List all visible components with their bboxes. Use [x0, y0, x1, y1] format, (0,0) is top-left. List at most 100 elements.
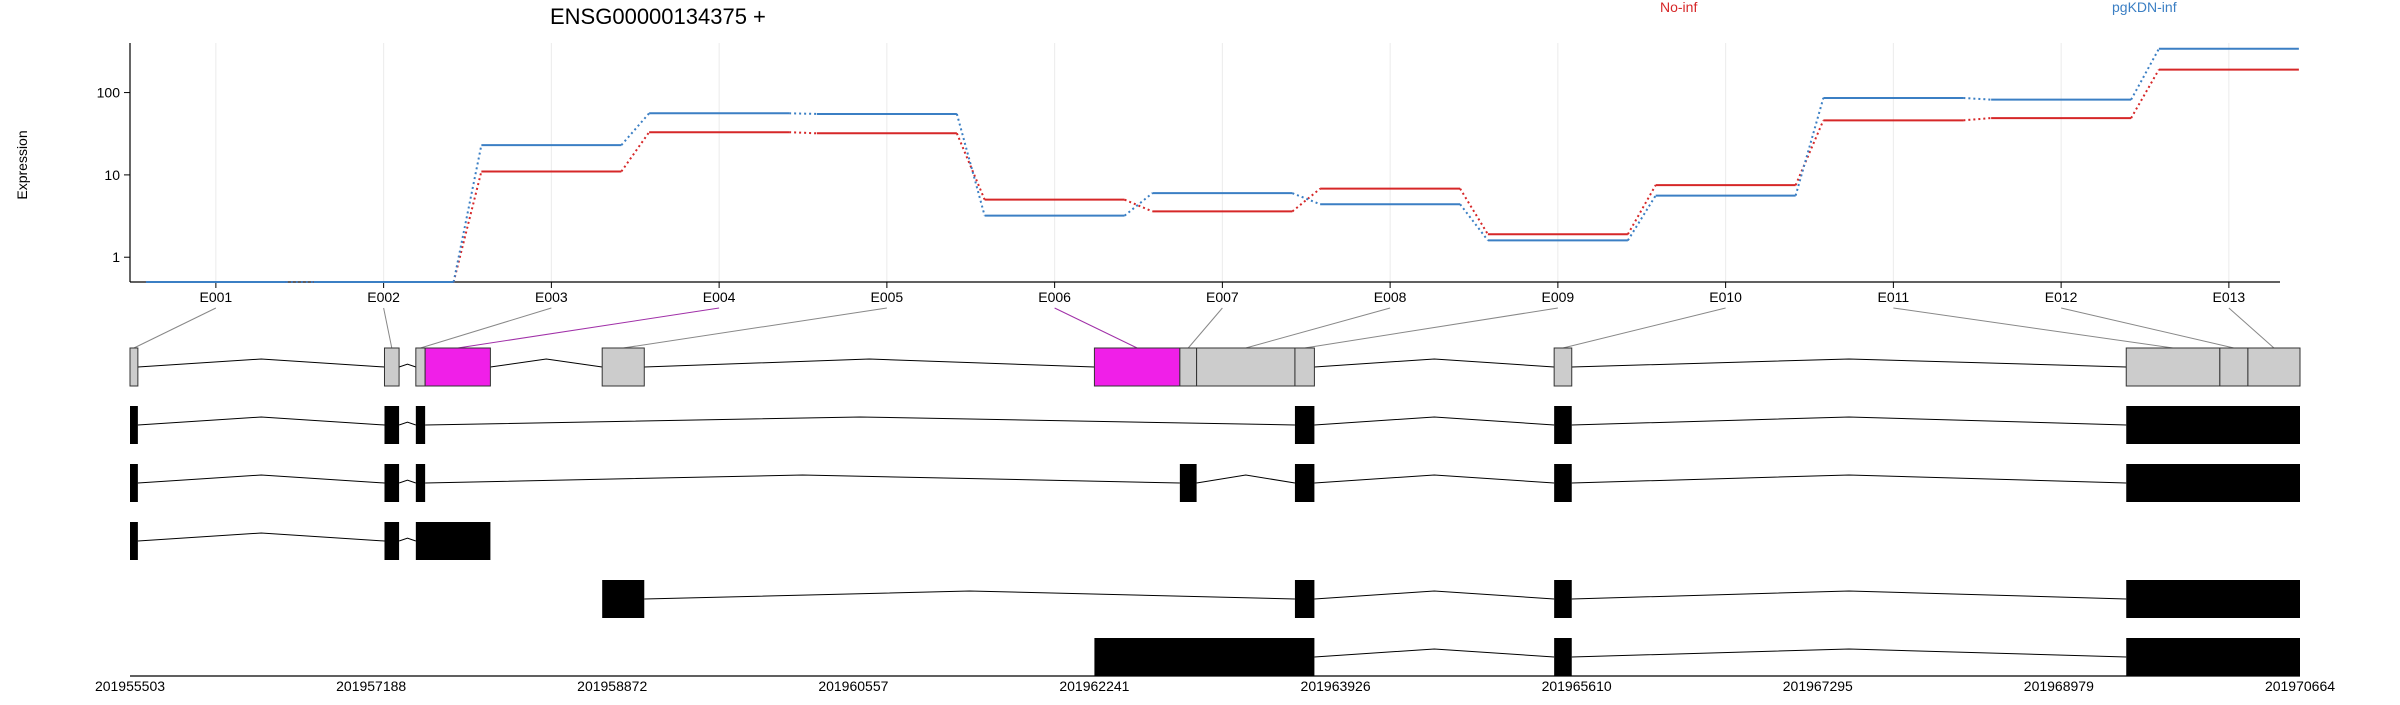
exon-box-e010	[1553, 347, 1573, 387]
genomic-tick-label-9: 201968979	[2024, 678, 2094, 694]
intron-1	[137, 358, 385, 368]
connector-e002	[383, 307, 393, 349]
intron-5	[644, 358, 1095, 368]
genomic-tick-label-5: 201962241	[1059, 678, 1129, 694]
series-no-inf-transition-5	[955, 132, 986, 201]
legend-label-no-inf: No-inf	[1660, 0, 1697, 15]
series-pgkdn-inf-transition-7	[1292, 192, 1321, 206]
y-tick-label-1: 1	[112, 249, 120, 265]
exon-box-e008	[1196, 347, 1296, 387]
series-pgkdn-inf-transition-9	[1627, 195, 1657, 241]
transcript-4-exon-3	[1554, 580, 1572, 618]
exon-box-e001	[129, 347, 139, 387]
series-pgkdn-inf-transition-11	[1963, 96, 1992, 101]
transcript-2-exon-4	[1179, 464, 1197, 502]
transcript-2-exon-7	[2126, 464, 2300, 502]
series-pgkdn-inf-transition-6	[1123, 192, 1154, 217]
transcript-1-intron-5	[1571, 416, 2127, 426]
series-no-inf-transition-8	[1459, 188, 1489, 235]
transcript-1-intron-2	[398, 421, 416, 426]
intron-10	[1571, 358, 2127, 368]
transcript-3-exon-1	[130, 522, 138, 560]
transcript-2-intron-3	[425, 474, 1180, 484]
series-no-inf-transition-3	[620, 131, 650, 173]
exon-box-e005	[601, 347, 645, 387]
transcript-1-exon-6	[2126, 406, 2300, 444]
transcript-4-intron-2	[1314, 590, 1555, 600]
connector-e004	[457, 307, 720, 349]
x-tick-label-e006: E006	[1038, 289, 1071, 305]
connector-e007	[1187, 307, 1223, 349]
x-tick-label-e012: E012	[2045, 289, 2078, 305]
exon-connectors	[133, 307, 2275, 349]
x-tick-label-e003: E003	[535, 289, 568, 305]
series-no-inf-transition-11	[1963, 117, 1992, 122]
legend-label-pgkdn-inf: pgKDN-inf	[2112, 0, 2177, 15]
exon-box-e006	[1093, 347, 1181, 387]
transcript-1-exon-3	[415, 406, 426, 444]
transcript-5-exon-1	[1094, 638, 1315, 676]
transcript-1-intron-1	[137, 416, 385, 426]
transcript-2-intron-1	[137, 474, 385, 484]
chart-series	[145, 47, 2299, 283]
x-tick-label-e009: E009	[1542, 289, 1575, 305]
x-tick-label-e013: E013	[2213, 289, 2246, 305]
series-pgkdn-inf-transition-10	[1794, 97, 1825, 196]
transcript-4-intron-1	[644, 590, 1295, 600]
series-pgkdn-inf-transition-4	[789, 112, 817, 115]
intron-9	[1314, 358, 1555, 368]
exon-box-e002	[383, 347, 400, 387]
x-tick-label-e002: E002	[367, 289, 400, 305]
exon-box-e003	[415, 347, 426, 387]
transcript-3-intron-1	[137, 532, 385, 542]
transcript-2-intron-5	[1314, 474, 1555, 484]
exon-box-e004	[424, 347, 491, 387]
exon-box-e009	[1294, 347, 1315, 387]
transcript-3-intron-2	[398, 537, 416, 542]
chart-grid	[215, 43, 2230, 282]
genomic-axis: 201955503 201957188 201958872 201960557 2019…	[95, 675, 2335, 694]
transcript-1-intron-3	[425, 416, 1295, 426]
transcript-1-exon-5	[1554, 406, 1572, 444]
genomic-tick-label-10: 201970664	[2265, 678, 2335, 694]
transcript-3-exon-3	[415, 522, 491, 560]
transcript-tracks	[130, 406, 2300, 676]
transcript-4-intron-3	[1571, 590, 2127, 600]
transcript-2-intron-6	[1571, 474, 2127, 484]
transcript-4-exon-4	[2126, 580, 2300, 618]
transcript-4-exon-2	[1294, 580, 1315, 618]
series-pgkdn-inf-transition-3	[620, 112, 650, 146]
connector-e013	[2228, 307, 2275, 349]
transcript-1-intron-4	[1314, 416, 1555, 426]
intron-4	[490, 358, 603, 368]
genomic-tick-label-7: 201965610	[1542, 678, 1612, 694]
series-no-inf-transition-9	[1627, 184, 1657, 235]
connector-e006	[1054, 307, 1138, 349]
series-no-inf-transition-12	[2130, 69, 2160, 119]
connector-e008	[1245, 307, 1391, 349]
series-no-inf-transition-6	[1124, 198, 1153, 213]
series-no-inf-transition-7	[1291, 187, 1321, 213]
connector-e012	[2061, 307, 2234, 349]
transcript-5-exon-2	[1554, 638, 1572, 676]
series-pgkdn-inf-transition-2	[452, 144, 483, 283]
connector-e005	[623, 307, 887, 349]
chart-title: ENSG00000134375 +	[550, 4, 766, 29]
intron-2	[398, 363, 416, 368]
transcript-2-exon-3	[415, 464, 426, 502]
transcript-2-intron-2	[398, 479, 416, 484]
series-no-inf-transition-2	[452, 171, 483, 283]
genomic-tick-label-1: 201955503	[95, 678, 165, 694]
transcript-2-exon-6	[1554, 464, 1572, 502]
series-no-inf-transition-10	[1794, 119, 1825, 186]
transcript-1-exon-2	[384, 406, 400, 444]
x-tick-label-e011: E011	[1878, 289, 1910, 305]
genomic-tick-label-2: 201957188	[336, 678, 406, 694]
x-tick-label-e007: E007	[1206, 289, 1239, 305]
series-no-inf-transition-4	[789, 131, 817, 135]
transcript-1-exon-1	[130, 406, 138, 444]
exon-box-e013	[2247, 347, 2301, 387]
connector-e010	[1562, 307, 1726, 349]
